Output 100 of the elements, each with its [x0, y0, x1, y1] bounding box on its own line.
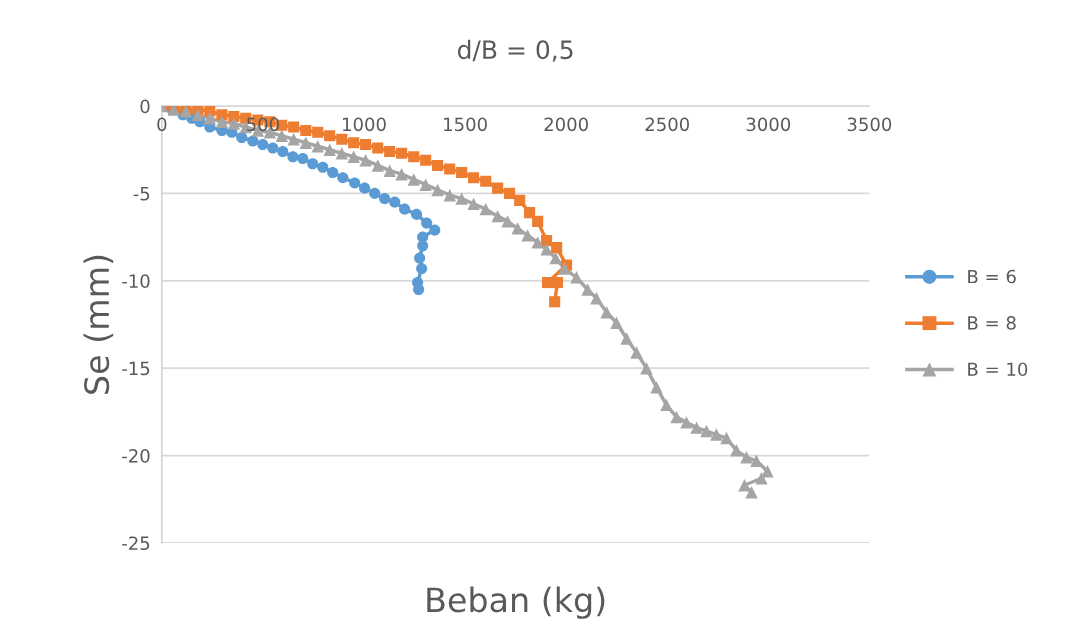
point — [549, 296, 561, 308]
point — [558, 262, 571, 275]
point — [349, 177, 361, 189]
point — [307, 158, 319, 170]
point — [431, 183, 444, 197]
point — [335, 147, 348, 160]
y-tick-label: -15 — [122, 361, 150, 376]
y-tick-label: -20 — [122, 449, 150, 463]
x-tick-label: 3000 — [746, 117, 791, 132]
point — [411, 208, 423, 220]
point — [521, 229, 534, 242]
point — [700, 424, 713, 438]
point — [348, 137, 360, 149]
point — [630, 346, 643, 359]
point — [551, 242, 563, 254]
point — [531, 236, 544, 249]
point — [324, 130, 336, 142]
x-tick-label: 1000 — [343, 117, 386, 132]
point — [504, 187, 516, 199]
point — [414, 252, 426, 264]
point — [317, 161, 329, 173]
point — [323, 143, 336, 156]
point — [337, 172, 349, 184]
point — [372, 142, 384, 154]
legend-label: B = 10 — [968, 362, 1028, 377]
point — [311, 140, 324, 153]
point — [407, 173, 420, 186]
point — [456, 166, 468, 179]
x-tick-label: 0 — [157, 117, 167, 132]
point — [360, 138, 372, 151]
point — [416, 263, 428, 275]
point — [359, 154, 372, 167]
point — [327, 166, 339, 179]
point — [532, 215, 544, 227]
point — [287, 151, 299, 163]
point — [312, 126, 324, 138]
point — [336, 133, 348, 145]
point — [590, 292, 603, 305]
point — [228, 110, 240, 123]
chart-title: d/B = 0,5 — [457, 39, 573, 62]
point — [215, 115, 229, 128]
x-tick-label: 2500 — [645, 117, 690, 132]
point — [383, 164, 396, 177]
point — [710, 428, 723, 441]
point — [371, 159, 384, 172]
point — [501, 215, 514, 228]
point — [384, 145, 396, 158]
point — [468, 172, 480, 184]
point — [680, 416, 693, 429]
point — [755, 472, 768, 485]
point — [288, 121, 300, 133]
point — [670, 410, 683, 424]
point — [227, 117, 241, 130]
point — [257, 138, 269, 151]
point — [408, 151, 420, 163]
y-tick-label: -10 — [122, 274, 150, 288]
point — [467, 197, 480, 211]
point — [347, 150, 360, 163]
point — [551, 276, 564, 289]
point — [745, 486, 758, 499]
point — [491, 209, 504, 223]
point — [444, 163, 456, 175]
point — [236, 131, 248, 144]
point — [511, 222, 524, 235]
point — [389, 196, 401, 208]
point — [420, 154, 432, 166]
point — [480, 175, 492, 187]
point — [359, 182, 371, 194]
point — [191, 108, 205, 121]
x-tick-label: 3500 — [847, 117, 892, 132]
point — [620, 332, 633, 345]
y-axis-title: Se (mm) — [83, 255, 114, 394]
x-axis-title: Beban (kg) — [427, 586, 605, 619]
point — [443, 188, 456, 202]
point — [300, 124, 312, 137]
y-tick-label: -5 — [133, 187, 150, 201]
point — [429, 224, 441, 236]
point — [432, 159, 444, 172]
point — [690, 421, 703, 434]
point — [730, 444, 743, 457]
point — [492, 182, 504, 194]
point — [720, 431, 733, 445]
x-tick-label: 1500 — [444, 117, 487, 132]
point — [395, 167, 408, 181]
point — [299, 136, 313, 149]
point — [455, 192, 468, 205]
point — [549, 251, 562, 265]
point — [514, 194, 526, 206]
point — [204, 106, 216, 117]
point — [640, 361, 653, 375]
point — [419, 178, 432, 191]
point — [660, 398, 673, 412]
legend-label: B = 8 — [968, 316, 1016, 330]
point — [417, 240, 429, 252]
point — [421, 217, 433, 229]
y-tick-label: 0 — [140, 99, 150, 114]
point — [479, 202, 492, 216]
point — [650, 381, 663, 394]
point — [540, 243, 553, 256]
x-tick-label: 2000 — [544, 117, 588, 132]
